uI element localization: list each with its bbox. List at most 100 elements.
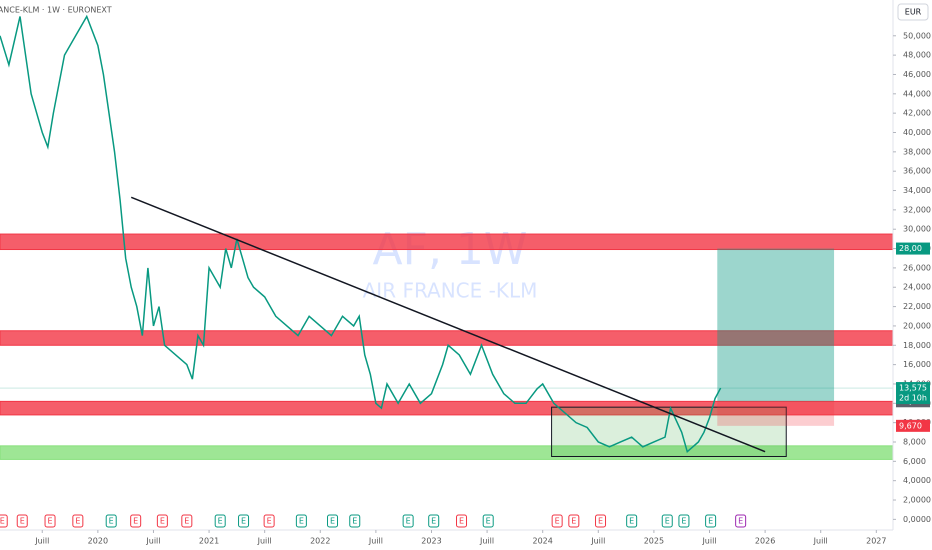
x-tick-label: Juill (479, 537, 494, 546)
event-label: E (0, 517, 5, 526)
y-tick-label: 6,000 (903, 457, 926, 466)
earnings-event[interactable]: E (678, 514, 690, 528)
event-label: E (571, 517, 576, 526)
x-tick-label: 2024 (533, 537, 553, 546)
event-label: E (459, 517, 464, 526)
y-tick-label: 32,000 (903, 205, 931, 214)
y-tick-label: 50,000 (903, 31, 931, 40)
target-tag (896, 242, 930, 255)
event-badge (735, 514, 747, 528)
event-label: E (330, 517, 335, 526)
earnings-event[interactable]: E (16, 514, 28, 528)
y-tick-label: 16,000 (903, 360, 931, 369)
earnings-event[interactable]: E (181, 514, 193, 528)
earnings-event[interactable]: E (428, 514, 440, 528)
x-tick-label: Juill (145, 537, 160, 546)
earnings-event[interactable]: E (705, 514, 717, 528)
earnings-event[interactable]: E (482, 514, 494, 528)
event-badge (72, 514, 84, 528)
event-badge (156, 514, 168, 528)
event-label: E (629, 517, 634, 526)
event-badge (263, 514, 275, 528)
x-tick-label: Juill (701, 537, 716, 546)
earnings-event[interactable]: E (156, 514, 168, 528)
y-tick-label: 38,000 (903, 147, 931, 156)
event-label: E (665, 517, 670, 526)
x-tick-label: 2025 (644, 537, 664, 546)
x-tick-label: 2020 (88, 537, 108, 546)
event-badge (181, 514, 193, 528)
earnings-event[interactable]: E (295, 514, 307, 528)
earnings-event[interactable]: E (72, 514, 84, 528)
event-label: E (184, 517, 189, 526)
event-label: E (486, 517, 491, 526)
currency[interactable]: EUR (905, 8, 922, 17)
x-tick-label: 2022 (310, 537, 330, 546)
event-badge (595, 514, 607, 528)
earnings-event[interactable]: E (44, 514, 56, 528)
x-tick-label: 2026 (755, 537, 775, 546)
event-badge (568, 514, 580, 528)
zone (0, 233, 894, 251)
earnings-event[interactable]: E (263, 514, 275, 528)
event-label: E (109, 517, 114, 526)
y-tick-label: 42,000 (903, 109, 931, 118)
trendline (130, 196, 766, 453)
event-label: E (48, 517, 53, 526)
currency-box[interactable] (897, 3, 929, 21)
earnings-event[interactable]: E (327, 514, 339, 528)
earnings-event[interactable]: E (595, 514, 607, 528)
last-price-label: 13,575 (899, 384, 927, 393)
earnings-event[interactable]: E (214, 514, 226, 528)
watermark-subtitle: AIR FRANCE -KLM (363, 279, 538, 303)
stop-tag (896, 419, 930, 432)
earnings-event[interactable]: E (130, 514, 142, 528)
event-badge (349, 514, 361, 528)
y-tick-label: 18,000 (903, 341, 931, 350)
earnings-event[interactable]: E (551, 514, 563, 528)
y-tick-label: 40,000 (903, 128, 931, 137)
event-label: E (299, 517, 304, 526)
event-badge (214, 514, 226, 528)
event-badge (678, 514, 690, 528)
event-label: E (20, 517, 25, 526)
earnings-event[interactable]: E (0, 514, 8, 528)
event-label: E (431, 517, 436, 526)
earnings-event[interactable]: E (402, 514, 414, 528)
event-badge (238, 514, 250, 528)
x-tick-label: 2021 (199, 537, 219, 546)
y-tick-label: 48,000 (903, 51, 931, 60)
earnings-event[interactable]: E (735, 514, 747, 528)
earnings-event[interactable]: E (238, 514, 250, 528)
y-tick-label: 30,000 (903, 225, 931, 234)
y-tick-label: 8,000 (903, 437, 926, 446)
event-label: E (352, 517, 357, 526)
event-label: E (555, 517, 560, 526)
event-badge (44, 514, 56, 528)
event-badge (456, 514, 468, 528)
plot-area: AF, 1WAIR FRANCE -KLM (0, 14, 894, 460)
earnings-event[interactable]: E (661, 514, 673, 528)
earnings-event[interactable]: E (456, 514, 468, 528)
y-tick-label: 26,000 (903, 263, 931, 272)
event-badge (705, 514, 717, 528)
target-label: 28,00 (899, 244, 922, 253)
event-badge (16, 514, 28, 528)
y-tick-label: 36,000 (903, 167, 931, 176)
event-label: E (133, 517, 138, 526)
x-tick-label: Juill (813, 537, 828, 546)
event-badge (295, 514, 307, 528)
earnings-event[interactable]: E (349, 514, 361, 528)
earnings-event[interactable]: E (626, 514, 638, 528)
x-tick-label: 2023 (421, 537, 441, 546)
event-badge (551, 514, 563, 528)
event-label: E (598, 517, 603, 526)
event-label: E (738, 517, 743, 526)
y-tick-label: 24,000 (903, 283, 931, 292)
y-tick-label: 46,000 (903, 70, 931, 79)
earnings-event[interactable]: E (105, 514, 117, 528)
earnings-event[interactable]: E (568, 514, 580, 528)
x-tick-label: Juill (257, 537, 272, 546)
position-target (717, 248, 835, 402)
